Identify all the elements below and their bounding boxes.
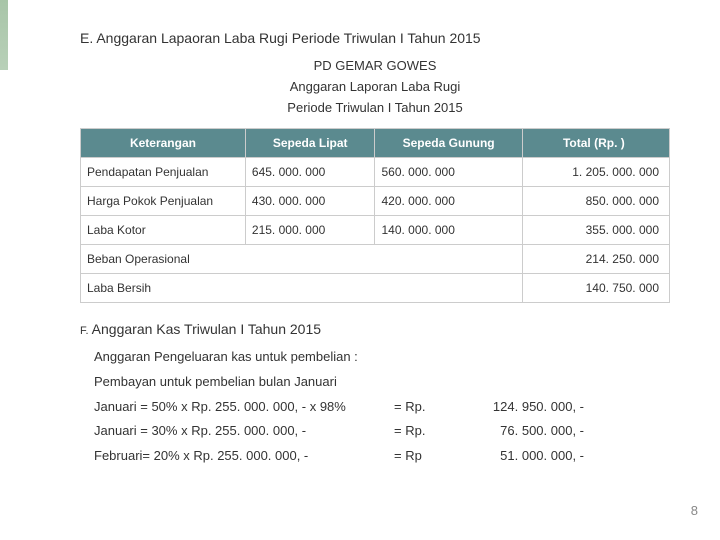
calc-row: Februari= 20% x Rp. 255. 000. 000, - = R… xyxy=(80,444,670,469)
table-row-span: Laba Bersih 140. 750. 000 xyxy=(81,274,670,303)
sub-text-2: Pembayan untuk pembelian bulan Januari xyxy=(94,370,670,395)
cell-total: 850. 000. 000 xyxy=(522,187,669,216)
decorative-stripe xyxy=(0,0,8,70)
col-sepeda-gunung: Sepeda Gunung xyxy=(375,129,522,158)
table-row: Harga Pokok Penjualan 430. 000. 000 420.… xyxy=(81,187,670,216)
cell-keterangan-span: Beban Operasional xyxy=(81,245,523,274)
cell-total: 355. 000. 000 xyxy=(522,216,669,245)
profit-loss-table: Keterangan Sepeda Lipat Sepeda Gunung To… xyxy=(80,128,670,303)
calc-label: Januari = 50% x Rp. 255. 000. 000, - x 9… xyxy=(94,395,394,420)
cell-total: 1. 205. 000. 000 xyxy=(522,158,669,187)
cell-keterangan: Pendapatan Penjualan xyxy=(81,158,246,187)
cell-lipat: 645. 000. 000 xyxy=(245,158,375,187)
page-content: E. Anggaran Lapaoran Laba Rugi Periode T… xyxy=(0,0,720,479)
section-f-prefix: F. xyxy=(80,325,89,337)
cell-keterangan-span: Laba Bersih xyxy=(81,274,523,303)
section-e-title: E. Anggaran Lapaoran Laba Rugi Periode T… xyxy=(80,30,670,46)
cell-lipat: 215. 000. 000 xyxy=(245,216,375,245)
table-header-row: Keterangan Sepeda Lipat Sepeda Gunung To… xyxy=(81,129,670,158)
col-keterangan: Keterangan xyxy=(81,129,246,158)
col-total: Total (Rp. ) xyxy=(522,129,669,158)
calc-label: Februari= 20% x Rp. 255. 000. 000, - xyxy=(94,444,394,469)
calc-row: Januari = 30% x Rp. 255. 000. 000, - = R… xyxy=(80,419,670,444)
header-line-2: Anggaran Laporan Laba Rugi xyxy=(80,77,670,98)
page-number: 8 xyxy=(691,503,698,518)
header-line-3: Periode Triwulan I Tahun 2015 xyxy=(80,98,670,119)
col-sepeda-lipat: Sepeda Lipat xyxy=(245,129,375,158)
cell-lipat: 430. 000. 000 xyxy=(245,187,375,216)
calc-value: 51. 000. 000, - xyxy=(444,444,584,469)
report-header: PD GEMAR GOWES Anggaran Laporan Laba Rug… xyxy=(80,56,670,118)
cell-total: 214. 250. 000 xyxy=(522,245,669,274)
calc-row: Januari = 50% x Rp. 255. 000. 000, - x 9… xyxy=(80,395,670,420)
section-f-text: Anggaran Kas Triwulan I Tahun 2015 xyxy=(89,321,321,337)
calc-eq: = Rp. xyxy=(394,395,444,420)
calc-eq: = Rp xyxy=(394,444,444,469)
cell-gunung: 560. 000. 000 xyxy=(375,158,522,187)
cell-keterangan: Laba Kotor xyxy=(81,216,246,245)
section-f-title: F. Anggaran Kas Triwulan I Tahun 2015 xyxy=(80,321,670,337)
calc-label: Januari = 30% x Rp. 255. 000. 000, - xyxy=(94,419,394,444)
cell-total: 140. 750. 000 xyxy=(522,274,669,303)
table-row: Laba Kotor 215. 000. 000 140. 000. 000 3… xyxy=(81,216,670,245)
cell-gunung: 140. 000. 000 xyxy=(375,216,522,245)
table-row: Pendapatan Penjualan 645. 000. 000 560. … xyxy=(81,158,670,187)
sub-text-1: Anggaran Pengeluaran kas untuk pembelian… xyxy=(94,345,670,370)
calc-eq: = Rp. xyxy=(394,419,444,444)
header-line-1: PD GEMAR GOWES xyxy=(80,56,670,77)
cell-gunung: 420. 000. 000 xyxy=(375,187,522,216)
cell-keterangan: Harga Pokok Penjualan xyxy=(81,187,246,216)
calc-value: 76. 500. 000, - xyxy=(444,419,584,444)
table-row-span: Beban Operasional 214. 250. 000 xyxy=(81,245,670,274)
calc-value: 124. 950. 000, - xyxy=(444,395,584,420)
